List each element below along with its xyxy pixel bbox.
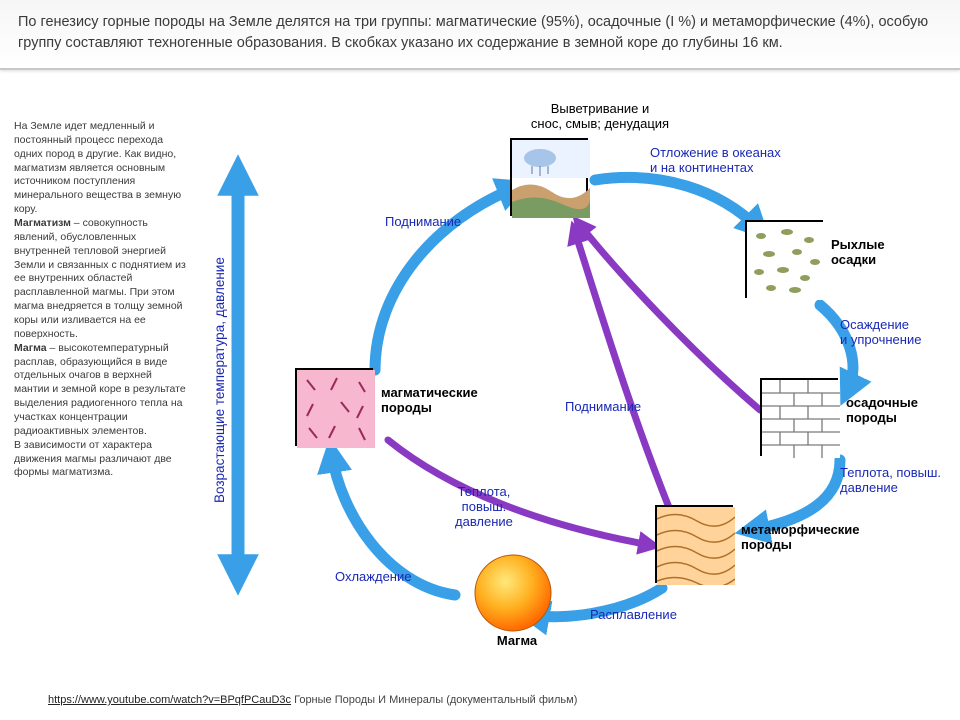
sidebar-p3b: – высокотемпературный расплав, образующи… [14,342,186,437]
label-metamorphic: метаморфическиепороды [741,523,901,553]
sidebar-term-magma: Магма [14,342,47,354]
box-sedimentary [760,378,838,456]
node-metamorphic: метаморфическиепороды [655,505,733,583]
node-sedimentary: осадочныепороды [760,378,838,456]
header-text: По генезису горные породы на Земле делят… [0,0,960,70]
edge-uplift1: Поднимание [385,215,461,230]
edge-uplift2: Поднимание [565,400,641,415]
box-weathering [510,138,588,216]
axis-label: Возрастающие температура, давление [212,230,227,530]
box-igneous [295,368,373,446]
footer-link[interactable]: https://www.youtube.com/watch?v=BPqfPCau… [48,694,291,706]
edge-heat1: Теплота, повыш.давление [840,466,941,496]
label-igneous: магматическиепороды [381,386,511,416]
box-metamorphic [655,505,733,583]
edge-melt: Расплавление [590,608,677,623]
rock-cycle-diagram: Возрастающие температура, давление Вывет… [200,110,945,670]
label-sedimentary: осадочныепороды [846,396,946,426]
edge-deposit: Отложение в океанахи на континентах [650,146,781,176]
node-weathering: Выветривание иснос, смыв; денудация [510,138,588,216]
node-loose-sediments: Рыхлыеосадки [745,220,823,298]
node-igneous: магматическиепороды [295,368,373,446]
label-weathering: Выветривание иснос, смыв; денудация [470,102,730,132]
edge-heat2: Теплота,повыш.давление [455,485,513,530]
edge-cool: Охлаждение [335,570,411,585]
sidebar-p4: В зависимости от характера движения магм… [14,439,172,479]
sidebar-term-magmatism: Магматизм [14,217,71,229]
footer: https://www.youtube.com/watch?v=BPqfPCau… [48,694,577,706]
sidebar-p1: На Земле идет медленный и постоянный про… [14,120,181,215]
edge-compact: Осаждениеи упрочнение [840,318,921,348]
label-loose: Рыхлыеосадки [831,238,921,268]
sidebar-text: На Земле идет медленный и постоянный про… [14,120,189,480]
label-magma: Магма [482,634,552,649]
footer-caption: Горные Породы И Минералы (документальный… [291,694,577,706]
sidebar-p2b: – совокупность явлений, обусловленных вн… [14,217,186,340]
box-loose [745,220,823,298]
